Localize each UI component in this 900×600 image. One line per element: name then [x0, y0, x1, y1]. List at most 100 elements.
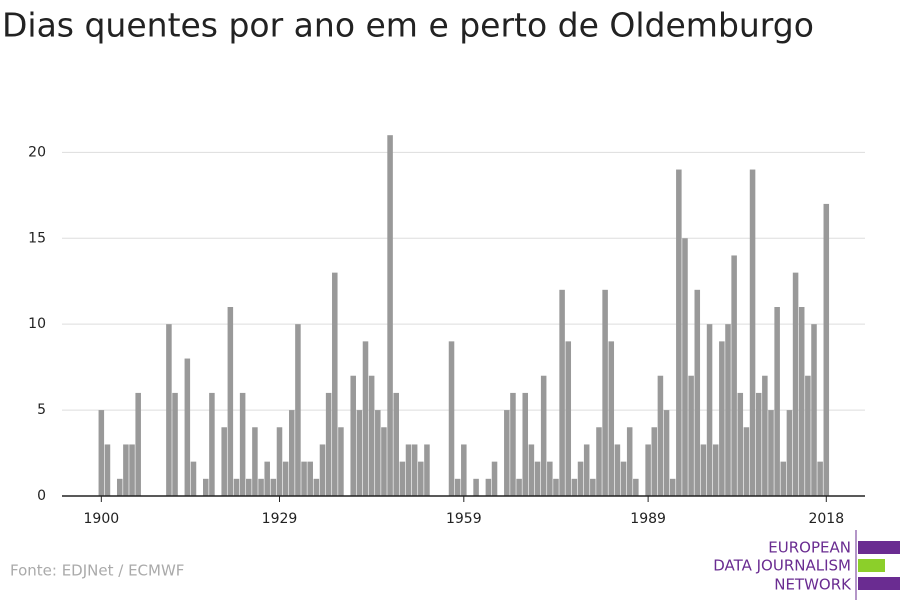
bar	[780, 461, 787, 496]
bar	[381, 427, 387, 496]
y-tick-label: 15	[28, 230, 46, 246]
bar	[614, 444, 621, 496]
x-tick-label: 1959	[446, 511, 482, 527]
bar	[811, 324, 817, 496]
bar	[626, 427, 633, 496]
bar	[725, 324, 731, 496]
bar	[577, 461, 584, 496]
bar	[239, 392, 246, 496]
bar	[135, 392, 141, 496]
bar	[768, 410, 774, 496]
bar	[129, 444, 135, 496]
bar	[817, 461, 823, 496]
bar	[246, 478, 252, 496]
bar	[301, 461, 307, 496]
bar	[798, 307, 805, 496]
bar	[645, 444, 651, 496]
bar	[332, 272, 338, 496]
logo-bar	[858, 577, 900, 590]
bar	[553, 478, 559, 496]
bar	[731, 255, 737, 496]
bar	[356, 410, 363, 496]
logo-bar	[858, 541, 900, 554]
logo-text: EUROPEAN	[768, 539, 851, 557]
bar	[209, 392, 215, 496]
bar	[565, 341, 572, 496]
x-tick-label: 1900	[84, 511, 120, 527]
bar	[792, 272, 799, 496]
y-tick-label: 5	[37, 402, 46, 418]
bar	[504, 410, 510, 496]
bar	[338, 427, 344, 496]
bar	[264, 461, 270, 496]
bar	[258, 478, 264, 496]
logo-bar	[858, 559, 885, 572]
bar	[491, 461, 498, 496]
bar	[98, 410, 105, 496]
source: Fonte: EDJNet / ECMWF	[10, 562, 184, 580]
bar	[682, 238, 688, 497]
bar	[295, 324, 301, 496]
bar	[190, 461, 197, 496]
bar	[749, 169, 756, 496]
bar	[270, 478, 277, 496]
bar	[393, 392, 399, 496]
bar	[522, 392, 529, 496]
bar	[411, 444, 418, 496]
bar	[387, 135, 393, 496]
y-tick-label: 0	[37, 488, 46, 504]
bar	[325, 392, 332, 496]
bar	[676, 169, 682, 496]
bar	[485, 478, 492, 496]
bar	[534, 461, 541, 496]
bar	[583, 444, 590, 496]
bar	[755, 392, 762, 496]
bar	[221, 427, 227, 496]
bar	[368, 375, 375, 496]
bar	[313, 478, 320, 496]
bar	[688, 375, 694, 496]
bar	[547, 461, 553, 496]
bar	[461, 444, 467, 496]
bar	[571, 478, 578, 496]
bar	[233, 478, 240, 496]
bar	[104, 444, 111, 496]
bar	[719, 341, 725, 496]
y-tick-label: 10	[28, 316, 46, 332]
bar	[633, 478, 639, 496]
x-tick-label: 1989	[630, 511, 666, 527]
bar	[424, 444, 430, 496]
bar	[307, 461, 313, 496]
x-tick-label: 2018	[808, 511, 844, 527]
bar	[203, 478, 209, 496]
chart-title: Dias quentes por ano em e perto de Oldem…	[2, 6, 814, 45]
logo-text: NETWORK	[774, 576, 852, 594]
bar	[712, 444, 719, 496]
bar	[375, 410, 381, 496]
bar	[651, 427, 658, 496]
bar	[657, 375, 664, 496]
bar	[473, 478, 479, 496]
bar	[700, 444, 707, 496]
bar	[282, 461, 289, 496]
bar	[774, 307, 780, 496]
bar	[319, 444, 326, 496]
bar	[737, 392, 744, 496]
bar	[823, 203, 830, 496]
bar	[663, 410, 670, 496]
bar	[252, 427, 258, 496]
bar	[602, 289, 608, 496]
bar	[418, 461, 424, 496]
bar	[166, 324, 172, 496]
bar	[362, 341, 369, 496]
bar	[620, 461, 627, 496]
bar	[172, 392, 178, 496]
logo-text: DATA JOURNALISM	[713, 557, 851, 575]
bar	[116, 478, 123, 496]
bar	[540, 375, 547, 496]
bar	[227, 307, 234, 496]
bar	[805, 375, 811, 496]
bar	[454, 478, 461, 496]
bar	[706, 324, 713, 496]
bar	[448, 341, 455, 496]
